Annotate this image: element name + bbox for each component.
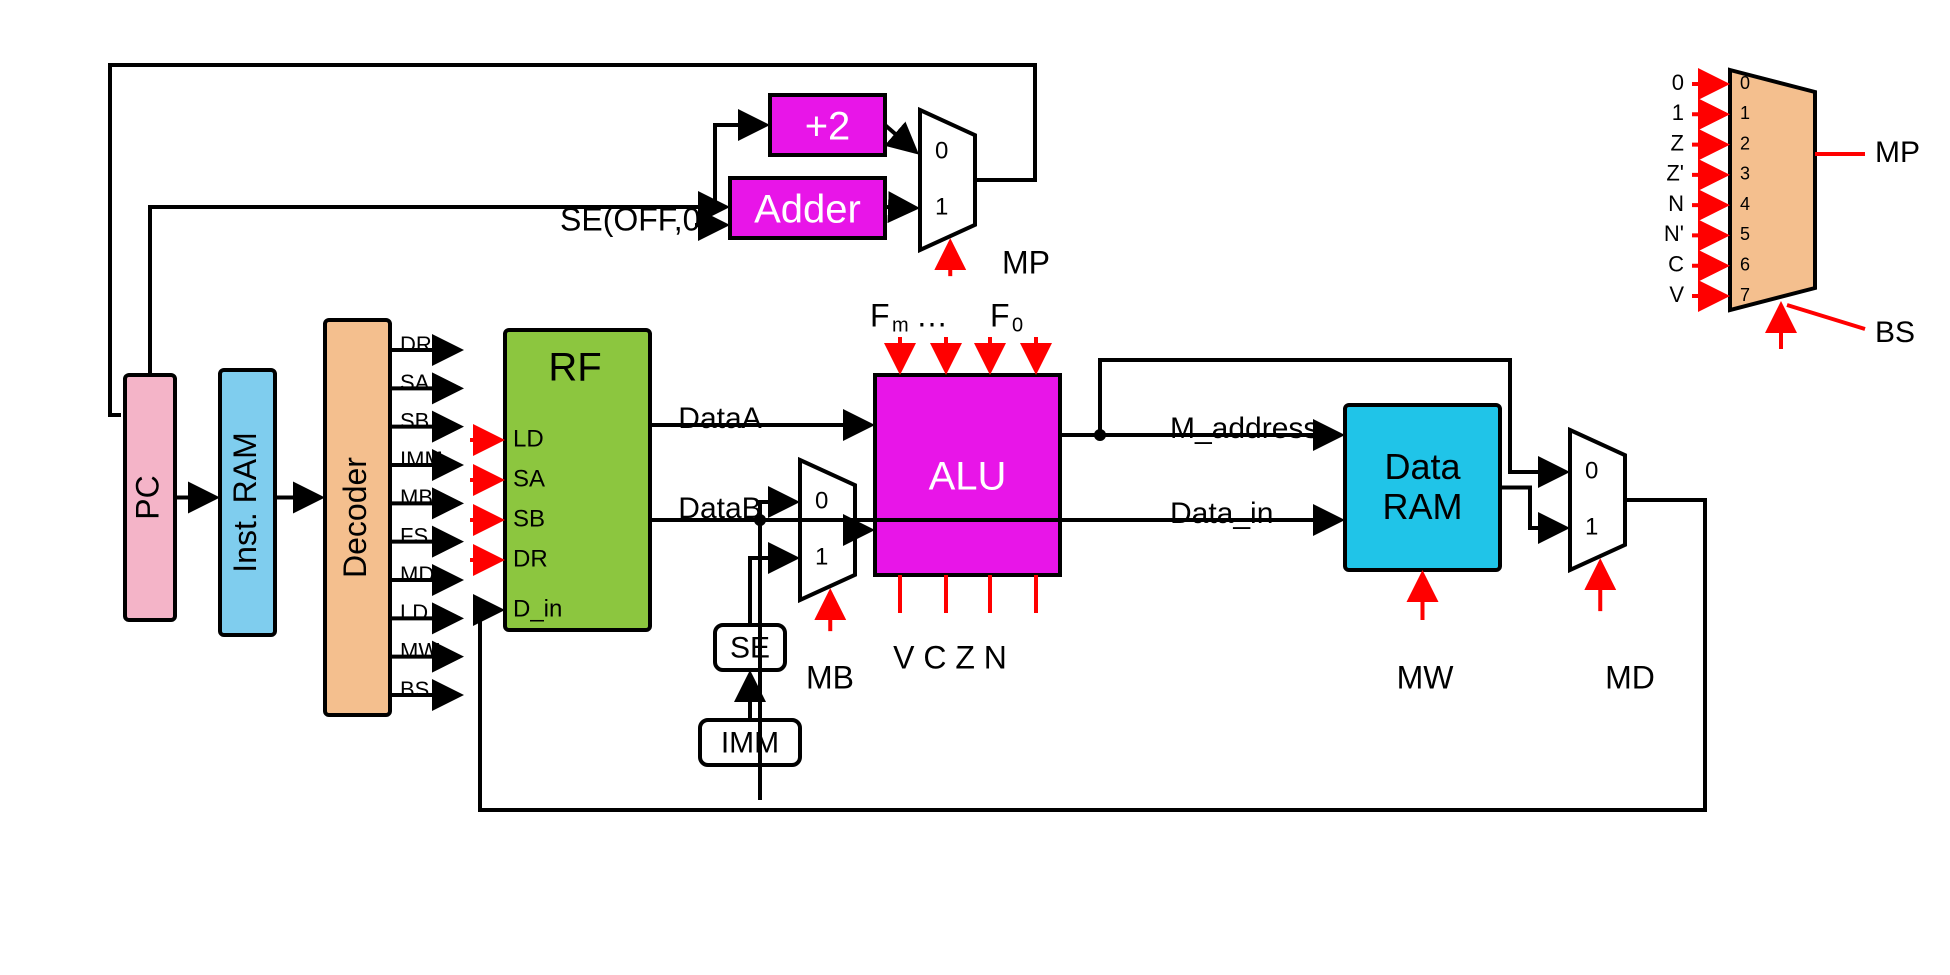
svg-text:D_in: D_in [513, 595, 562, 622]
svg-text:LD: LD [400, 600, 428, 625]
svg-text:V: V [1669, 282, 1684, 307]
svg-text:7: 7 [1740, 285, 1750, 305]
svg-text:SB: SB [513, 505, 545, 532]
svg-text:6: 6 [1740, 254, 1750, 274]
svg-text:MP: MP [1875, 136, 1920, 169]
svg-text:4: 4 [1740, 194, 1750, 214]
svg-text:BS: BS [400, 677, 429, 702]
svg-text:N: N [1668, 191, 1684, 216]
svg-text:Data_in: Data_in [1170, 497, 1273, 530]
svg-text:1: 1 [1740, 103, 1750, 123]
svg-text:SE: SE [730, 631, 770, 664]
svg-text:MD: MD [400, 562, 434, 587]
svg-text:SA: SA [513, 465, 545, 492]
svg-text:LD: LD [513, 425, 544, 452]
svg-text:SB: SB [400, 408, 429, 433]
svg-text:0: 0 [815, 487, 828, 514]
svg-text:MW: MW [1397, 659, 1455, 695]
svg-text:Inst. RAM: Inst. RAM [227, 432, 263, 572]
svg-text:MD: MD [1605, 659, 1655, 695]
svg-text:…: … [916, 297, 948, 333]
svg-text:Z': Z' [1666, 161, 1684, 186]
svg-text:DR: DR [513, 545, 548, 572]
svg-text:0: 0 [1672, 70, 1684, 95]
svg-text:0: 0 [1585, 457, 1598, 484]
svg-text:ALU: ALU [929, 455, 1007, 499]
svg-text:1: 1 [815, 543, 828, 570]
svg-text:BS: BS [1875, 316, 1915, 349]
svg-text:0: 0 [935, 137, 948, 164]
svg-text:MB: MB [400, 485, 433, 510]
svg-text:F: F [870, 297, 890, 333]
svg-text:V C Z N: V C Z N [893, 639, 1007, 675]
svg-text:F: F [990, 297, 1010, 333]
svg-text:MW: MW [400, 638, 439, 663]
datapath-diagram: PC Inst. RAM Decoder RF +2 Adder ALU DataRAM SE I… [0, 0, 1950, 970]
svg-text:Z: Z [1671, 130, 1684, 155]
svg-text:DataA: DataA [678, 402, 761, 435]
svg-text:N': N' [1664, 221, 1684, 246]
svg-text:RAM: RAM [1383, 486, 1463, 527]
svg-text:RF: RF [548, 346, 601, 390]
svg-text:1: 1 [1585, 513, 1598, 540]
svg-text:DR: DR [400, 332, 432, 357]
svg-text:1: 1 [935, 193, 948, 220]
svg-text:PC: PC [129, 475, 165, 519]
svg-text:SA: SA [400, 370, 430, 395]
svg-text:C: C [1668, 252, 1684, 277]
svg-text:SE(OFF,0): SE(OFF,0) [560, 201, 711, 237]
svg-text:0: 0 [1012, 314, 1023, 336]
svg-text:DataB: DataB [678, 492, 761, 525]
svg-text:+2: +2 [805, 105, 851, 149]
svg-text:IMM: IMM [400, 447, 443, 472]
svg-text:1: 1 [1672, 100, 1684, 125]
svg-text:IMM: IMM [721, 726, 779, 759]
svg-text:Data: Data [1384, 446, 1461, 487]
svg-text:MP: MP [1002, 244, 1050, 280]
svg-text:0: 0 [1740, 73, 1750, 93]
svg-text:M_address: M_address [1170, 412, 1318, 445]
svg-text:MB: MB [806, 659, 854, 695]
svg-text:3: 3 [1740, 164, 1750, 184]
svg-text:2: 2 [1740, 133, 1750, 153]
svg-text:Adder: Adder [754, 188, 861, 232]
svg-text:5: 5 [1740, 224, 1750, 244]
svg-text:m: m [892, 314, 909, 336]
svg-text:FS: FS [400, 523, 428, 548]
svg-text:Decoder: Decoder [337, 457, 373, 578]
